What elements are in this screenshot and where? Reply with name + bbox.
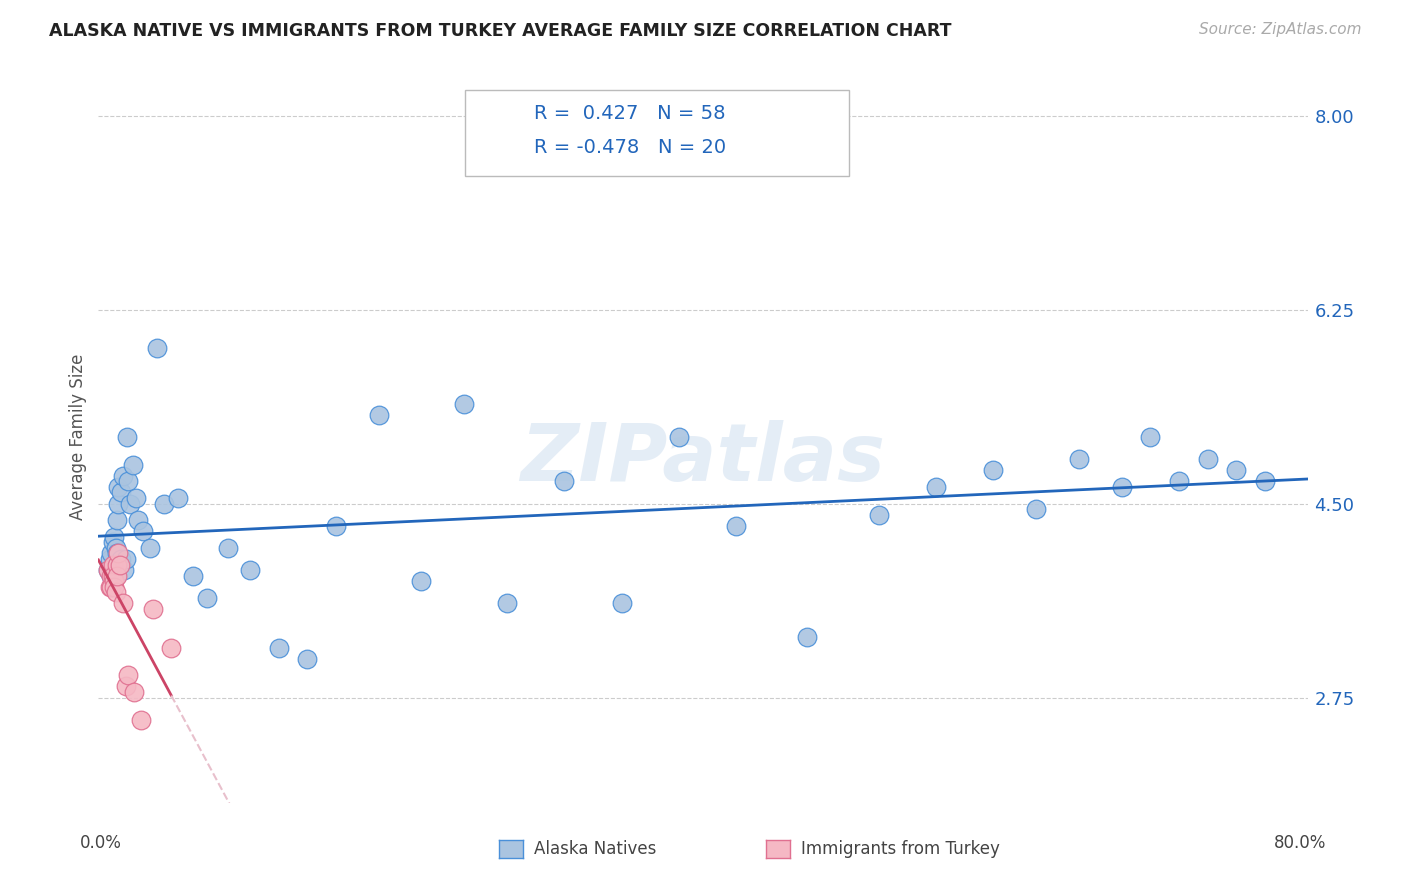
Point [1254,475,1277,489]
Point [796,630,818,644]
Point [111,468,134,483]
Text: 80.0%: 80.0% [1274,834,1327,852]
Point [111,596,134,610]
Point [129,713,152,727]
Point [100,568,122,582]
Point [103,574,125,589]
Point [98,580,121,594]
Point [114,680,136,694]
Point [146,342,169,356]
Point [496,596,519,610]
Text: R = -0.478   N = 20: R = -0.478 N = 20 [534,137,727,157]
Point [105,546,128,560]
Point [110,552,132,566]
Text: ALASKA NATIVE VS IMMIGRANTS FROM TURKEY AVERAGE FAMILY SIZE CORRELATION CHART: ALASKA NATIVE VS IMMIGRANTS FROM TURKEY … [49,22,952,40]
Point [107,546,129,560]
Point [411,574,433,589]
Point [107,480,129,494]
Point [153,497,176,511]
Point [367,408,389,422]
Point [724,518,747,533]
Point [117,475,139,489]
Point [118,497,141,511]
Point [124,491,146,505]
Point [105,558,128,572]
Point [1025,502,1047,516]
Text: Source: ZipAtlas.com: Source: ZipAtlas.com [1198,22,1361,37]
Point [101,568,124,582]
Point [112,563,135,577]
Point [1111,480,1133,494]
Point [1225,463,1247,477]
Point [610,596,633,610]
Y-axis label: Average Family Size: Average Family Size [69,354,87,520]
Point [98,552,121,566]
Text: 0.0%: 0.0% [80,834,122,852]
Point [108,558,131,572]
Point [167,491,190,505]
Point [114,552,136,566]
Point [553,475,575,489]
Point [295,651,318,665]
Point [127,513,149,527]
Point [100,580,122,594]
Point [1139,430,1161,444]
Point [139,541,162,555]
Point [122,685,145,699]
Point [100,568,122,582]
Point [239,563,262,577]
Point [325,518,347,533]
Point [107,497,129,511]
Point [104,585,127,599]
Point [101,535,124,549]
Point [181,568,204,582]
Point [868,508,890,522]
Point [121,458,143,472]
Point [97,563,120,577]
Point [132,524,155,539]
Point [668,430,690,444]
Point [101,558,124,572]
Point [110,485,132,500]
Text: Immigrants from Turkey: Immigrants from Turkey [801,840,1000,858]
Point [142,602,165,616]
Point [97,563,120,577]
Text: R =  0.427   N = 58: R = 0.427 N = 58 [534,103,725,123]
Point [925,480,948,494]
Text: Alaska Natives: Alaska Natives [534,840,657,858]
Point [104,568,127,582]
Point [195,591,218,605]
Point [218,541,240,555]
Point [115,430,138,444]
Text: ZIPatlas: ZIPatlas [520,420,886,498]
Point [103,580,125,594]
Point [160,640,183,655]
Point [103,530,125,544]
Point [981,463,1004,477]
Point [117,668,139,682]
Point [101,563,124,577]
Point [1168,475,1191,489]
Point [108,558,131,572]
Point [267,640,290,655]
Point [103,558,125,572]
Point [104,541,127,555]
Point [105,568,128,582]
Point [105,513,128,527]
Point [1067,452,1090,467]
Point [100,546,122,560]
Point [1197,452,1219,467]
Point [453,397,475,411]
